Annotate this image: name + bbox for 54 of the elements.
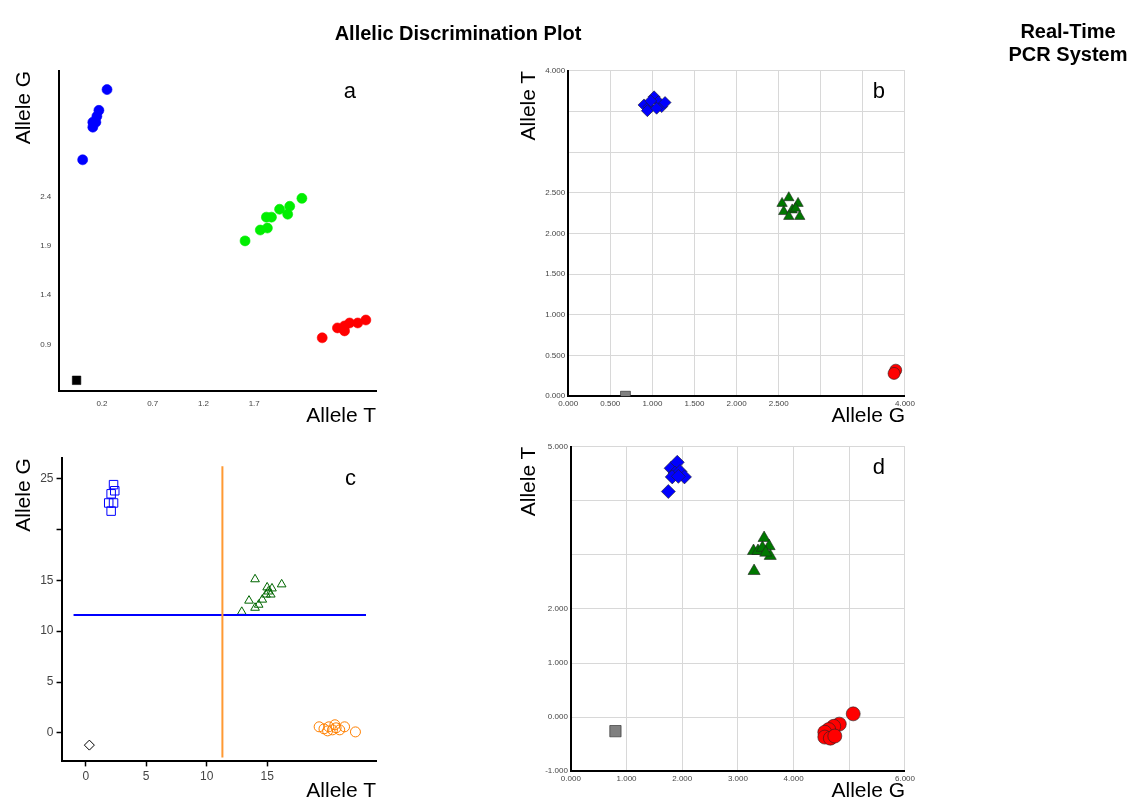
y-tick-label: 5.000	[547, 441, 569, 451]
x-tick-label: 1.7	[248, 399, 261, 409]
y-axis-title: Allele G	[11, 458, 35, 532]
x-tick-label: 1.000	[642, 399, 663, 409]
y-axis-title: Allele T	[516, 70, 540, 141]
y-tick-label: 0.000	[545, 391, 566, 401]
x-tick-label: 2.000	[726, 399, 748, 409]
y-tick-label: 2.000	[547, 604, 569, 614]
y-tick-label: 0.000	[547, 712, 569, 722]
annotation: a	[343, 77, 357, 103]
y-tick-label: 0.500	[545, 350, 566, 360]
annotation: d	[872, 453, 885, 479]
y-tick-label: 10	[40, 623, 54, 638]
x-tick-label: 0.000	[560, 774, 582, 784]
y-tick-label: 0	[46, 725, 54, 740]
x-axis-title: Allele T	[306, 778, 377, 801]
x-tick-label: 3.000	[727, 774, 749, 784]
x-tick-label: 4.000	[783, 774, 805, 784]
x-tick-label: 0.2	[96, 399, 109, 409]
y-axis-title: Allele T	[516, 446, 540, 517]
x-tick-label: 6.000	[894, 774, 916, 784]
y-tick-label: 15	[40, 572, 54, 587]
y-tick-label: 2.000	[545, 228, 566, 238]
y-tick-label: -1.000	[545, 766, 569, 776]
y-tick-label: 25	[40, 470, 54, 485]
y-tick-label: 1.000	[545, 310, 566, 320]
x-tick-label: 5	[142, 768, 150, 783]
y-tick-label: 2.4	[40, 191, 52, 201]
x-tick-label: 1.000	[616, 774, 638, 784]
x-tick-label: 1.500	[684, 399, 706, 409]
y-tick-label: 1.9	[40, 241, 52, 251]
x-tick-label: 10	[200, 768, 214, 783]
x-axis-title: Allele T	[306, 403, 377, 427]
x-tick-label: 1.2	[197, 399, 210, 409]
x-tick-label: 15	[260, 768, 275, 783]
x-tick-label: 0.500	[600, 399, 621, 409]
x-tick-label: 2.500	[768, 399, 790, 409]
x-tick-label: 2.000	[672, 774, 693, 784]
x-tick-label: 0.7	[147, 399, 159, 409]
y-tick-label: 1.4	[40, 290, 52, 300]
y-tick-label: 0.9	[40, 339, 52, 349]
text: Real-Time PCR System	[1007, 20, 1129, 66]
x-tick-label: 4.000	[894, 399, 916, 409]
y-axis-title: Allele G	[11, 70, 35, 145]
y-tick-label: 1.000	[547, 658, 569, 668]
y-tick-label: 4.000	[545, 66, 566, 75]
x-tick-label: 0	[82, 768, 90, 783]
y-tick-label: 2.500	[545, 188, 566, 198]
x-tick-label: 0.000	[558, 399, 579, 409]
annotation: c	[345, 465, 356, 491]
annotation: b	[872, 77, 885, 103]
y-tick-label: 1.500	[545, 269, 566, 279]
y-tick-label: 5	[46, 674, 54, 689]
text: Allelic Discrimination Plot	[333, 22, 583, 45]
